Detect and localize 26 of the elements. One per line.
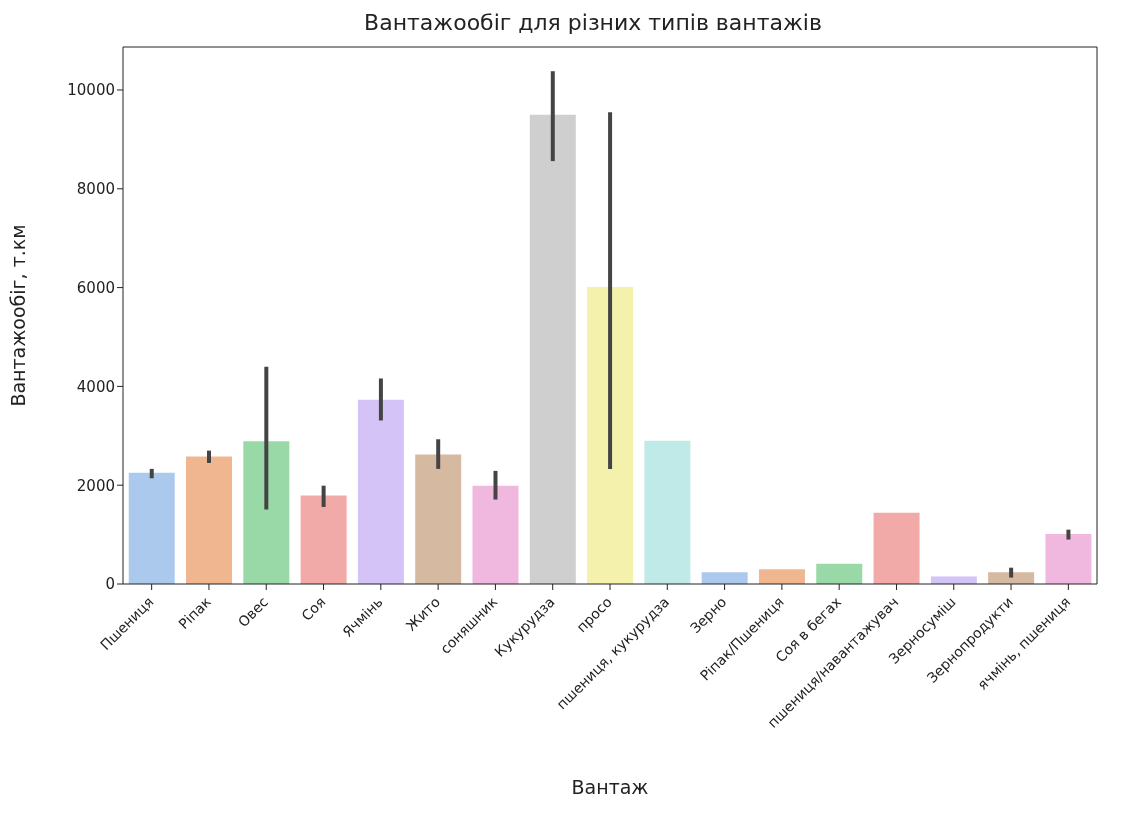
bar	[644, 440, 691, 584]
bar	[128, 472, 175, 584]
bar	[529, 114, 576, 584]
y-tick-label: 4000	[76, 377, 115, 396]
bar	[816, 563, 863, 584]
x-axis-title: Вантаж	[571, 776, 649, 798]
bar	[701, 572, 748, 584]
bar	[587, 287, 634, 584]
bar	[300, 495, 347, 584]
bar	[243, 441, 290, 584]
bar	[1045, 534, 1092, 584]
chart-title: Вантажообіг для різних типів вантажів	[363, 9, 823, 37]
bar	[873, 512, 920, 584]
bar	[357, 399, 404, 584]
bar	[472, 485, 519, 584]
bar	[415, 454, 462, 584]
y-tick-label: 2000	[76, 476, 115, 495]
y-tick-label: 0	[105, 575, 115, 594]
bar	[988, 572, 1035, 584]
x-tick-label: Соя	[298, 593, 329, 624]
y-tick-label: 6000	[76, 278, 115, 297]
y-axis-title: Вантажообіг, т.км	[6, 224, 29, 407]
bar	[186, 456, 233, 584]
y-tick-label: 10000	[67, 81, 115, 100]
bar	[758, 569, 805, 584]
y-tick-label: 8000	[76, 180, 115, 199]
